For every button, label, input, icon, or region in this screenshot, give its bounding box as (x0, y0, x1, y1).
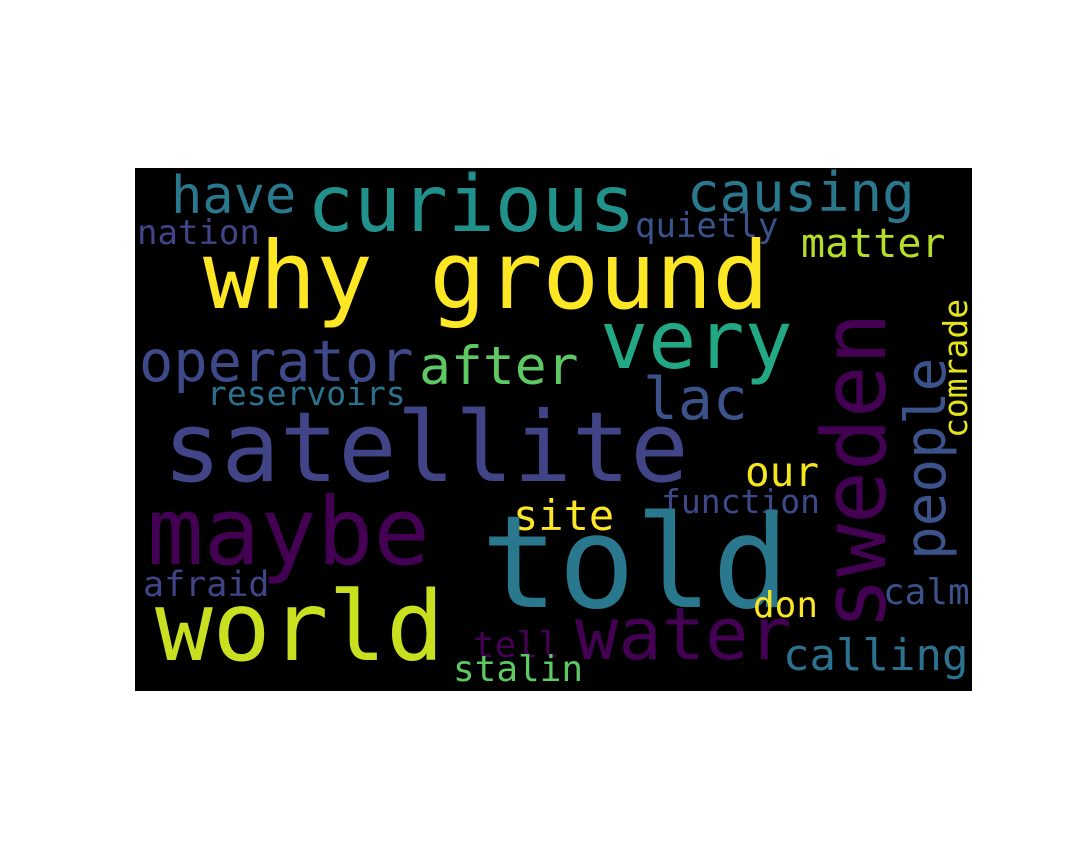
word-calling: calling (783, 630, 969, 681)
word-told: told (481, 489, 790, 638)
word-have: have (171, 168, 297, 226)
word-lac: lac (643, 365, 748, 433)
word-causing: causing (687, 168, 915, 224)
word-very: very (600, 294, 793, 387)
word-tell: tell (473, 625, 560, 666)
word-matter: matter (801, 221, 946, 267)
word-water: water (575, 592, 792, 676)
word-maybe: maybe (147, 478, 430, 587)
word-quietly: quietly (635, 206, 779, 246)
word-calm: calm (883, 572, 970, 613)
word-site: site (513, 491, 615, 540)
word-operator: operator (139, 329, 414, 395)
word-why-ground: why ground (203, 222, 769, 331)
word-cloud: why ground curious causing have nation q… (135, 168, 972, 691)
word-function: function (661, 482, 820, 521)
word-our: our (745, 448, 820, 496)
word-stalin: stalin (453, 649, 584, 690)
word-world: world (155, 571, 444, 683)
word-reservoirs: reservoirs (207, 374, 406, 413)
word-afraid: afraid (143, 565, 270, 605)
word-nation: nation (137, 213, 260, 253)
word-don: don (753, 585, 819, 626)
word-after: after (419, 336, 579, 397)
word-comrade: comrade (936, 298, 972, 438)
word-curious: curious (307, 168, 636, 250)
word-satellite: satellite (163, 391, 689, 504)
